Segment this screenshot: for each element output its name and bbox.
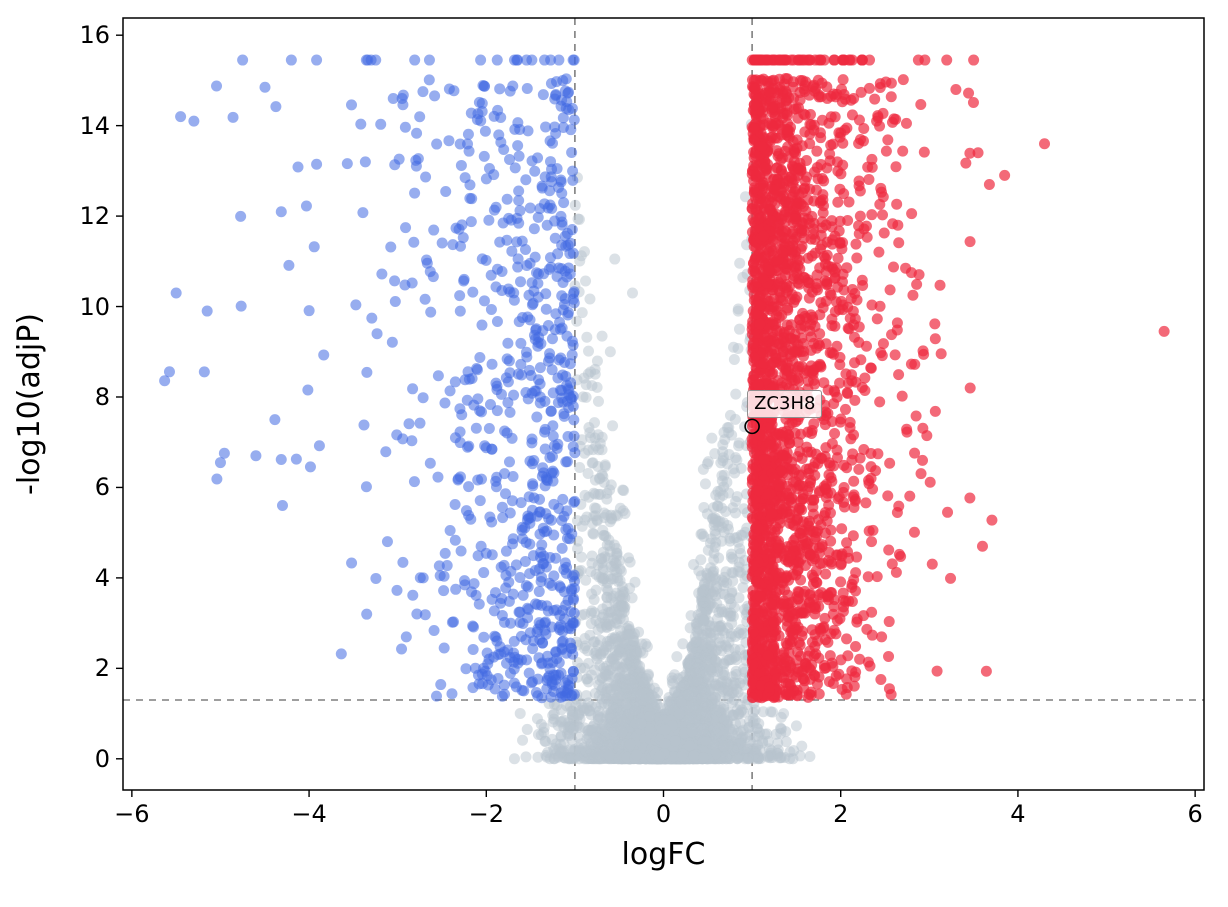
y-tick-label: 8 [94,382,110,411]
y-tick-label: 4 [94,563,110,592]
x-tick-label: −4 [291,800,327,828]
y-tick-label: 12 [79,202,110,231]
x-tick-label: 0 [655,800,672,828]
y-axis-label: -log10(adjP) [12,313,47,495]
y-tick-label: 0 [94,744,110,773]
x-tick-label: −2 [468,800,504,828]
y-tick-label: 10 [79,292,110,321]
y-tick-label: 16 [79,21,110,50]
x-tick-label: 4 [1010,800,1026,828]
gene-annotation-label: ZC3H8 [747,390,823,418]
y-tick-label: 14 [79,111,110,140]
x-tick-label: 6 [1187,800,1203,828]
x-tick-label: −6 [114,800,150,828]
y-tick-label: 2 [94,654,110,683]
x-tick-label: 2 [833,800,849,828]
x-axis-label: logFC [621,837,706,872]
y-tick-label: 6 [94,473,110,502]
